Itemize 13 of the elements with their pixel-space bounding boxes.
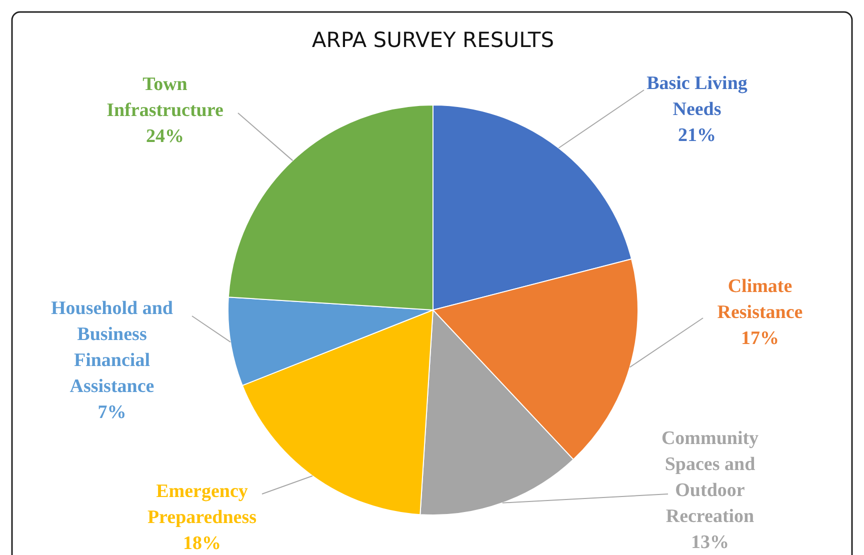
slice-label: Household and Business Financial Assistance	[51, 298, 174, 398]
data-label: 13%	[691, 532, 729, 554]
data-label: 18%	[183, 533, 221, 554]
slice-label: Community Spaces and Outdoor Recreation	[661, 428, 760, 528]
data-label: 24%	[146, 126, 184, 148]
slice-label: Basic Living Needs	[646, 73, 748, 120]
data-label: 17%	[741, 328, 779, 350]
slice-label: Town Infrastructure	[106, 74, 224, 122]
data-label: 7%	[98, 402, 126, 424]
chart-title: ARPA SURVEY RESULTS	[312, 28, 554, 52]
data-label: 21%	[678, 125, 716, 146]
slice-label: Emergency Preparedness	[147, 481, 257, 528]
slice-label: Climate Resistance	[717, 276, 803, 324]
